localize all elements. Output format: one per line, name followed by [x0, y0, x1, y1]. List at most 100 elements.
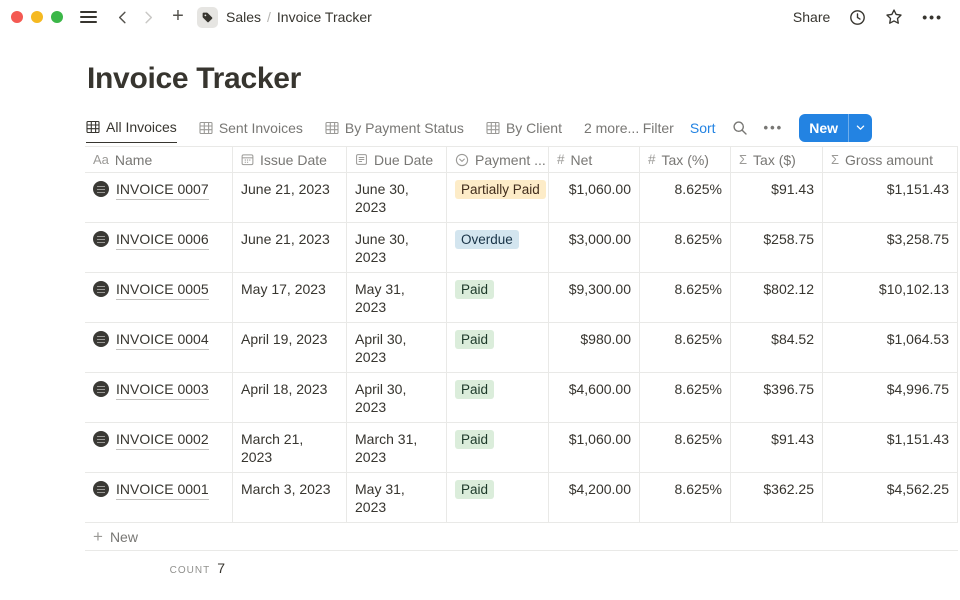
invoice-page-link[interactable]: INVOICE 0007 — [116, 180, 209, 200]
tax-percent-cell[interactable]: 8.625% — [640, 273, 731, 322]
net-cell[interactable]: $1,060.00 — [549, 423, 640, 472]
gross-amount-cell[interactable]: $1,064.53 — [823, 323, 958, 372]
tax-amount-cell[interactable]: $91.43 — [731, 173, 823, 222]
tax-amount-cell[interactable]: $258.75 — [731, 223, 823, 272]
payment-status-cell[interactable]: Paid — [447, 273, 549, 322]
gross-amount-cell[interactable]: $4,562.25 — [823, 473, 958, 522]
filter-button[interactable]: Filter — [642, 119, 674, 136]
sidebar-menu-button[interactable] — [75, 4, 101, 30]
due-date-cell[interactable]: May 31, 2023 — [347, 473, 447, 522]
payment-status-cell[interactable]: Paid — [447, 473, 549, 522]
issue-date-cell[interactable]: June 21, 2023 — [233, 173, 347, 222]
nav-forward-button[interactable] — [135, 4, 161, 30]
tax-amount-cell[interactable]: $362.25 — [731, 473, 823, 522]
issue-date-cell[interactable]: March 3, 2023 — [233, 473, 347, 522]
tax-amount-cell[interactable]: $91.43 — [731, 423, 823, 472]
column-header-payment[interactable]: Payment ... — [447, 147, 549, 172]
tax-percent-cell[interactable]: 8.625% — [640, 223, 731, 272]
invoice-page-link[interactable]: INVOICE 0004 — [116, 330, 209, 350]
issue-date-cell[interactable]: June 21, 2023 — [233, 223, 347, 272]
due-date-cell[interactable]: April 30, 2023 — [347, 373, 447, 422]
due-date-cell[interactable]: March 31, 2023 — [347, 423, 447, 472]
zoom-window-button[interactable] — [51, 11, 63, 23]
net-cell[interactable]: $3,000.00 — [549, 223, 640, 272]
due-date-cell[interactable]: June 30, 2023 — [347, 223, 447, 272]
invoice-name-cell[interactable]: INVOICE 0007 — [85, 173, 233, 222]
minimize-window-button[interactable] — [31, 11, 43, 23]
invoice-page-link[interactable]: INVOICE 0003 — [116, 380, 209, 400]
net-cell[interactable]: $4,200.00 — [549, 473, 640, 522]
invoice-page-link[interactable]: INVOICE 0005 — [116, 280, 209, 300]
page-icon-tag[interactable] — [197, 6, 218, 28]
payment-status-cell[interactable]: Overdue — [447, 223, 549, 272]
new-page-button[interactable]: + — [165, 4, 191, 30]
new-button[interactable]: New — [809, 119, 838, 136]
tab-by-payment-status[interactable]: By Payment Status — [325, 112, 464, 143]
due-date-cell[interactable]: June 30, 2023 — [347, 173, 447, 222]
issue-date-cell[interactable]: March 21, 2023 — [233, 423, 347, 472]
payment-status-cell[interactable]: Paid — [447, 373, 549, 422]
breadcrumb-page[interactable]: Invoice Tracker — [276, 9, 372, 25]
invoice-page-link[interactable]: INVOICE 0001 — [116, 480, 209, 500]
invoice-name-cell[interactable]: INVOICE 0001 — [85, 473, 233, 522]
issue-date-cell[interactable]: May 17, 2023 — [233, 273, 347, 322]
sort-button[interactable]: Sort — [689, 119, 716, 136]
favorite-button[interactable] — [885, 8, 903, 26]
column-label: Issue Date — [260, 151, 327, 168]
breadcrumb-workspace[interactable]: Sales — [226, 9, 262, 25]
view-options-button[interactable]: ••• — [763, 120, 784, 135]
tax-percent-cell[interactable]: 8.625% — [640, 373, 731, 422]
due-date-cell[interactable]: April 30, 2023 — [347, 323, 447, 372]
tax-percent-cell[interactable]: 8.625% — [640, 173, 731, 222]
tab-by-client[interactable]: By Client — [486, 112, 562, 143]
invoice-name-cell[interactable]: INVOICE 0003 — [85, 373, 233, 422]
invoice-name-cell[interactable]: INVOICE 0004 — [85, 323, 233, 372]
gross-amount-cell[interactable]: $1,151.43 — [823, 423, 958, 472]
due-date-cell[interactable]: May 31, 2023 — [347, 273, 447, 322]
tab-all-invoices[interactable]: All Invoices — [86, 112, 177, 143]
tax-percent-cell[interactable]: 8.625% — [640, 323, 731, 372]
invoice-page-link[interactable]: INVOICE 0002 — [116, 430, 209, 450]
issue-date-cell[interactable]: April 18, 2023 — [233, 373, 347, 422]
invoice-name-cell[interactable]: INVOICE 0002 — [85, 423, 233, 472]
net-cell[interactable]: $9,300.00 — [549, 273, 640, 322]
gross-amount-cell[interactable]: $4,996.75 — [823, 373, 958, 422]
column-header-tax[interactable]: Σ Tax ($) — [731, 147, 823, 172]
net-cell[interactable]: $4,600.00 — [549, 373, 640, 422]
page-more-button[interactable]: ••• — [922, 9, 943, 25]
tab-sent-invoices[interactable]: Sent Invoices — [199, 112, 303, 143]
payment-status-cell[interactable]: Paid — [447, 323, 549, 372]
invoice-name-cell[interactable]: INVOICE 0006 — [85, 223, 233, 272]
payment-status-cell[interactable]: Partially Paid — [447, 173, 549, 222]
new-dropdown-button[interactable] — [848, 113, 872, 142]
add-row-button[interactable]: + New — [85, 523, 958, 551]
count-summary[interactable]: count 7 — [85, 551, 233, 576]
tax-amount-cell[interactable]: $802.12 — [731, 273, 823, 322]
tax-percent-cell[interactable]: 8.625% — [640, 473, 731, 522]
column-header-due-date[interactable]: Due Date — [347, 147, 447, 172]
share-button[interactable]: Share — [792, 9, 831, 25]
tax-amount-cell[interactable]: $84.52 — [731, 323, 823, 372]
updates-button[interactable] — [849, 9, 866, 26]
net-cell[interactable]: $1,060.00 — [549, 173, 640, 222]
net-cell[interactable]: $980.00 — [549, 323, 640, 372]
close-window-button[interactable] — [11, 11, 23, 23]
tax-amount-cell[interactable]: $396.75 — [731, 373, 823, 422]
nav-back-button[interactable] — [109, 4, 135, 30]
gross-amount-cell[interactable]: $1,151.43 — [823, 173, 958, 222]
column-header-issue-date[interactable]: Issue Date — [233, 147, 347, 172]
payment-status-cell[interactable]: Paid — [447, 423, 549, 472]
search-button[interactable] — [732, 120, 748, 136]
column-header-net[interactable]: # Net — [549, 147, 640, 172]
issue-date-cell[interactable]: April 19, 2023 — [233, 323, 347, 372]
invoice-page-link[interactable]: INVOICE 0006 — [116, 230, 209, 250]
column-header-tax[interactable]: # Tax (%) — [640, 147, 731, 172]
status-badge: Paid — [455, 480, 495, 499]
tax-percent-cell[interactable]: 8.625% — [640, 423, 731, 472]
gross-amount-cell[interactable]: $10,102.13 — [823, 273, 958, 322]
more-views-button[interactable]: 2 more... — [583, 119, 640, 136]
invoice-name-cell[interactable]: INVOICE 0005 — [85, 273, 233, 322]
column-header-name[interactable]: Aa Name — [85, 147, 233, 172]
gross-amount-cell[interactable]: $3,258.75 — [823, 223, 958, 272]
column-header-gross-amount[interactable]: Σ Gross amount — [823, 147, 958, 172]
